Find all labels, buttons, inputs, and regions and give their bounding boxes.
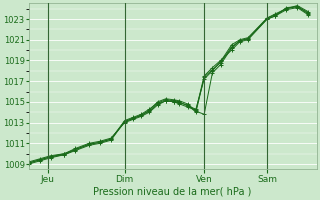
X-axis label: Pression niveau de la mer( hPa ): Pression niveau de la mer( hPa ) xyxy=(93,187,252,197)
